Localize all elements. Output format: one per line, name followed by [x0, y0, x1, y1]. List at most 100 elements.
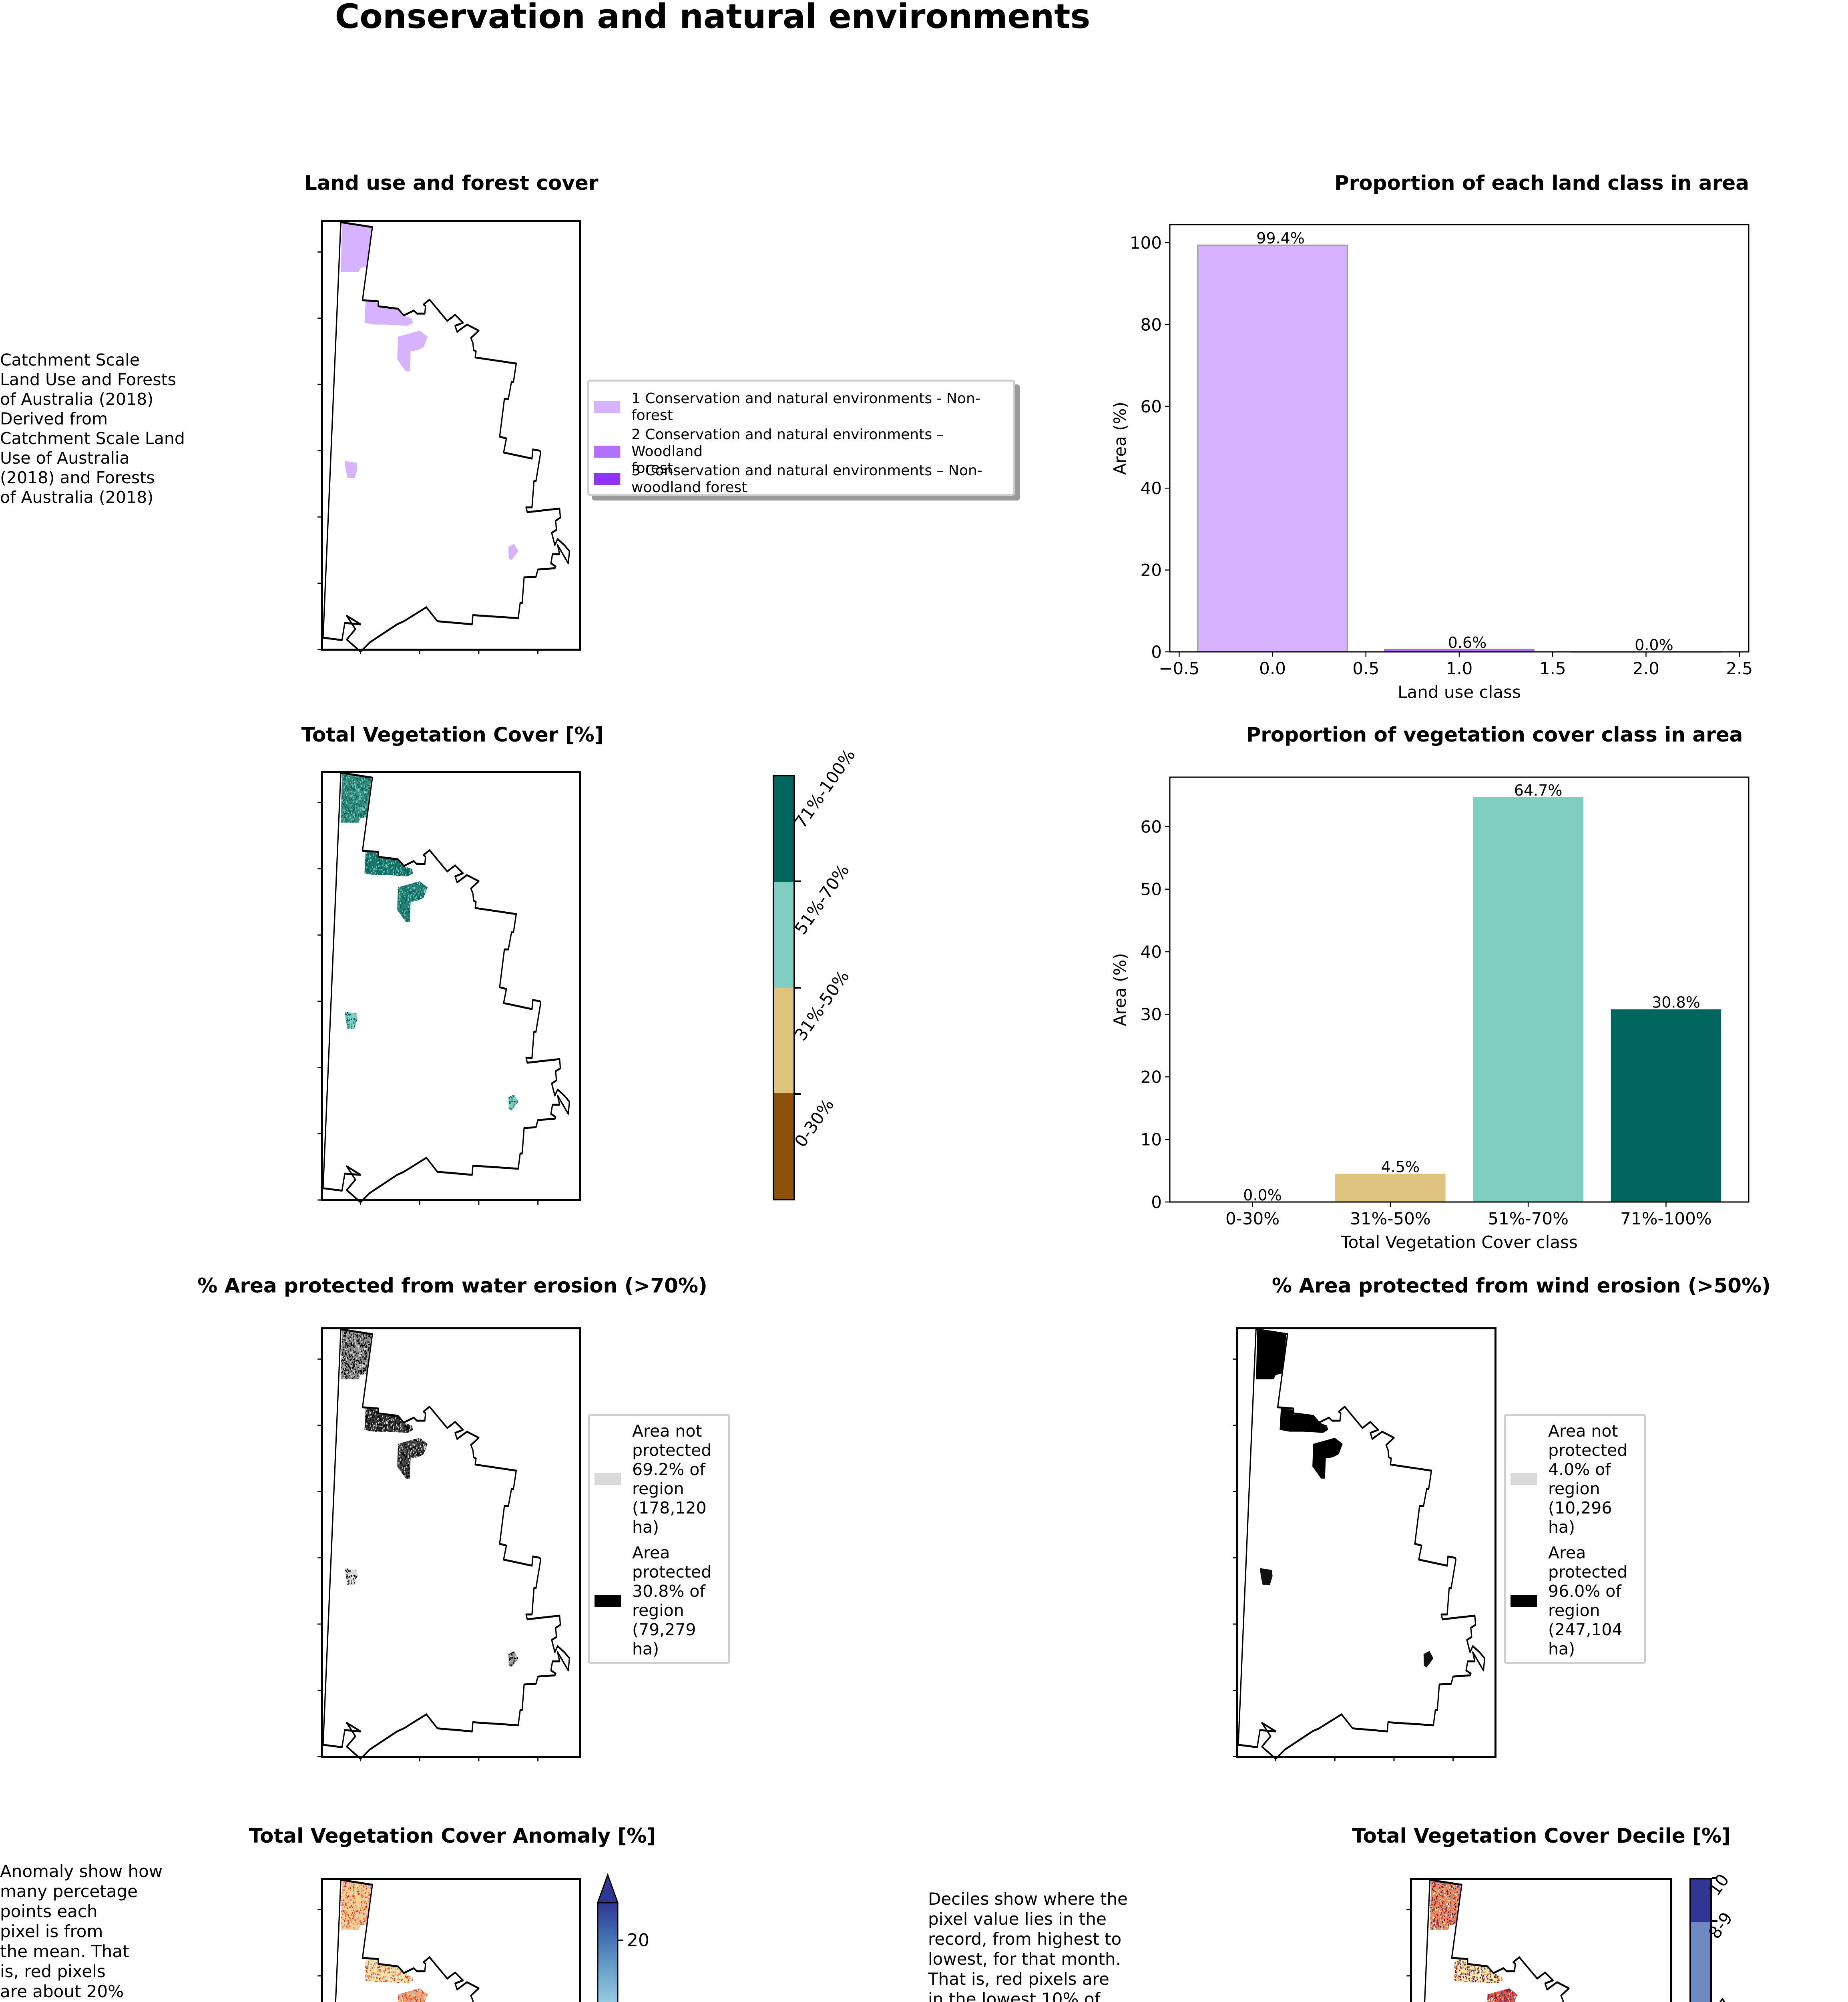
bar-data-label: 30.8% [1652, 994, 1700, 1011]
anomaly-map-canvas [317, 1879, 480, 2002]
colorbar-label: 31%-50% [790, 967, 853, 1045]
region-boundary-west [322, 772, 341, 1188]
veg-cover-map-canvas [317, 772, 570, 1205]
region-boundary-west [322, 222, 341, 638]
colorbar-segment [1691, 1879, 1710, 1922]
region-boundary-west [322, 1329, 341, 1745]
legend-item-not-protected: Area not protected 4.0% of region (10,29… [1506, 1419, 1644, 1539]
x-axis-label: Land use class [1398, 682, 1521, 702]
y-tick-label: 0 [1151, 1192, 1162, 1212]
patch-southeast [508, 1094, 518, 1111]
colorbar-max-extend-arrow [597, 1873, 619, 1904]
region-boundary-west [1237, 1329, 1257, 1745]
bar-data-label: 99.4% [1256, 229, 1305, 247]
x-axis-label: Total Vegetation Cover class [1340, 1232, 1578, 1252]
x-tick-label: 1.0 [1446, 659, 1473, 678]
y-tick-label: 60 [1141, 817, 1162, 836]
legend-swatch [1511, 1473, 1537, 1485]
map-axis-ticks [1233, 1358, 1454, 1761]
land-use-map[interactable] [317, 220, 581, 654]
bar-data-label: 64.7% [1514, 782, 1563, 799]
legend-swatch [595, 1595, 621, 1607]
x-tick-label: 0-30% [1225, 1209, 1280, 1228]
anomaly-map[interactable] [317, 1878, 581, 2002]
region-boundary [323, 1328, 570, 1760]
legend-label: Area protected 30.8% of region (79,279 h… [632, 1543, 712, 1658]
legend-label: 2 Conservation and natural environments … [631, 426, 944, 476]
legend-item-protected: Area protected 30.8% of region (79,279 h… [590, 1541, 728, 1661]
page-title: Conservation and natural environments [335, 0, 1091, 36]
colorbar-segment [774, 882, 793, 988]
land-class-chart-title: Proportion of each land class in area [1334, 171, 1749, 195]
x-tick-label: 2.0 [1633, 659, 1659, 678]
map-axis-ticks [317, 802, 539, 1205]
anomaly-explanation-text: Anomaly show how many percetage points e… [0, 1861, 163, 2002]
colorbar-segment [1691, 1922, 1710, 2002]
decile-explanation-text: Deciles show where the pixel value lies … [928, 1889, 1128, 2002]
decile-map-title: Total Vegetation Cover Decile [%] [1352, 1824, 1731, 1847]
y-axis-label: Area (%) [1110, 953, 1130, 1026]
x-tick-label: 2.5 [1726, 659, 1753, 678]
map-axis-ticks [317, 1358, 539, 1761]
veg-cover-colorbar [773, 775, 795, 1200]
colorbar-tick [795, 880, 801, 882]
legend-label: 1 Conservation and natural environments … [631, 390, 980, 424]
colorbar-tick [1712, 1920, 1717, 1922]
region-boundary [1430, 1879, 1570, 2002]
y-tick-label: 50 [1141, 880, 1162, 899]
wind-erosion-map-canvas [1233, 1328, 1485, 1761]
x-tick-label: 0.5 [1352, 659, 1379, 678]
veg-cover-map[interactable] [317, 771, 581, 1205]
patch-southeast [508, 544, 518, 561]
wind-erosion-map[interactable] [1233, 1327, 1496, 1761]
region-boundary-west [1424, 1879, 1431, 2002]
legend-item-non-woodland-forest: 3 Conservation and natural environments … [589, 462, 1013, 496]
y-axis-label: Area (%) [1110, 402, 1130, 475]
map-axis-ticks [317, 1909, 323, 1977]
patch-southeast [1423, 1651, 1434, 1668]
colorbar-tick [795, 1093, 801, 1095]
x-tick-label: 0.0 [1259, 659, 1286, 678]
patch-southeast [508, 1651, 518, 1668]
legend-item-protected: Area protected 96.0% of region (247,104 … [1506, 1541, 1644, 1661]
patch-west [345, 461, 358, 478]
y-tick-label: 60 [1141, 397, 1162, 416]
veg-class-chart-title: Proportion of vegetation cover class in … [1246, 723, 1743, 746]
land-class-bar-chart: 99.4% 0.6% 0.0% 0 20 40 60 80 100 −0.5 0.0 0.5 1.0 1.… [1110, 224, 1753, 702]
bar [1197, 244, 1348, 653]
region-boundary [1238, 1328, 1485, 1760]
land-use-legend: 1 Conservation and natural environments … [587, 380, 1015, 496]
y-tick-label: 30 [1141, 1005, 1162, 1024]
legend-swatch [594, 401, 620, 413]
land-use-map-title: Land use and forest cover [304, 171, 599, 195]
y-tick-label: 20 [1141, 1067, 1162, 1087]
legend-swatch [594, 473, 620, 485]
anomaly-colorbar: 20100−10−20 [597, 1873, 649, 2002]
legend-item-non-forest: 1 Conservation and natural environments … [589, 390, 1013, 424]
legend-item-not-protected: Area not protected 69.2% of region (178,… [590, 1419, 728, 1539]
patch-north [341, 223, 372, 272]
legend-label: Area not protected 69.2% of region (178,… [632, 1421, 712, 1537]
patch-central [1312, 1437, 1343, 1479]
y-tick-label: 0 [1151, 642, 1162, 662]
anomaly-map-title: Total Vegetation Cover Anomaly [%] [249, 1824, 656, 1847]
patch-central [397, 330, 428, 372]
bar-data-label: 0.0% [1635, 636, 1673, 654]
y-tick-label: 40 [1141, 478, 1162, 498]
colorbar-segment [774, 1093, 793, 1199]
wind-erosion-map-title: % Area protected from wind erosion (>50%… [1272, 1274, 1771, 1297]
x-tick-label: 31%-50% [1350, 1209, 1431, 1228]
decile-colorbar [1689, 1878, 1712, 2002]
legend-swatch [594, 446, 620, 458]
region-boundary [323, 772, 570, 1204]
bar [1473, 797, 1583, 1202]
colorbar-segment [774, 776, 793, 882]
x-tick-label: 71%-100% [1620, 1209, 1712, 1228]
veg-class-bar-chart: 0.0% 4.5% 64.7% 30.8% 0 10 20 30 40 50 60 0-30% 31%-… [1110, 776, 1750, 1252]
decile-map[interactable] [1406, 1878, 1672, 2002]
y-tick-label: 40 [1141, 942, 1162, 962]
patch-north [1256, 1331, 1287, 1379]
water-erosion-map[interactable] [317, 1327, 581, 1761]
y-tick-label: 20 [1141, 561, 1162, 580]
legend-swatch [595, 1473, 621, 1485]
